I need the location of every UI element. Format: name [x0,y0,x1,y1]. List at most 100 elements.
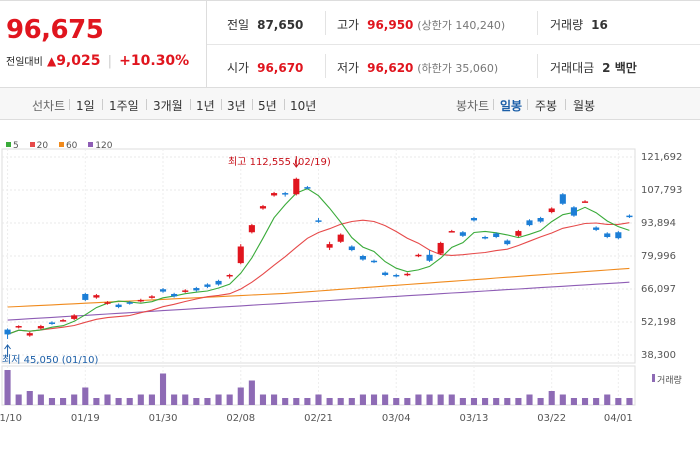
candle-body [115,304,122,308]
candle-body [448,231,455,233]
tab-line-chart[interactable]: 선차트 [32,99,66,113]
candle-body [215,280,222,285]
divider: | [107,54,113,69]
volume-bar [570,398,577,405]
tab-weekly[interactable]: 주봉 [535,99,558,113]
candle-body [171,293,178,297]
volume-bar [604,394,611,405]
volume-bar [548,391,555,405]
volume-bar [93,398,100,405]
volume-bar [104,394,111,405]
candle-body [604,233,611,237]
trade-amount: 거래대금 2 백만 [550,59,637,76]
x-tick-label: 01/30 [149,413,178,424]
candle-body [182,290,189,292]
candle-body [60,320,67,322]
prev-close-label: 전일 [227,18,250,32]
volume-bar [282,398,289,405]
volume-bar [459,398,466,405]
volume-bar [26,391,33,405]
candle-body [271,193,278,196]
candle-body [459,232,466,236]
tab-1y[interactable]: 1년 [196,99,215,113]
change-percent: +10.30% [119,53,190,69]
x-tick-label: 04/01 [604,413,633,424]
divider [565,99,566,110]
candle-body [71,315,78,319]
volume-bar [171,394,178,405]
open-label: 시가 [227,61,250,75]
x-tick-label: 01/10 [0,413,22,424]
tab-1w[interactable]: 1주일 [109,99,139,113]
volume-bar [482,398,489,405]
high-annotation: 최고 112,555 (02/19) [228,153,331,168]
y-tick-label: 52,198 [641,317,676,328]
tab-5y[interactable]: 5년 [258,99,277,113]
ma120-line [7,281,630,321]
candle-body [137,299,144,302]
tab-1d[interactable]: 1일 [76,99,95,113]
legend-ma60-label: 60 [65,141,78,151]
volume-bar [60,398,67,405]
volume-bar [526,394,533,405]
divider [284,99,285,110]
y-tick-label: 38,300 [641,350,676,361]
candle-body [26,333,33,336]
ma-legend: 5 20 60 120 [6,141,120,151]
low-annotation-text: 최저 45,050 (01/10) [2,355,99,366]
tab-3m[interactable]: 3개월 [153,99,183,113]
candle-body [148,296,155,298]
candle-body [404,273,411,276]
high-value: 96,950 [367,18,414,32]
volume-bar [126,398,133,405]
candle-body [193,288,200,291]
volume-bar [159,373,167,405]
candle-body [93,295,100,298]
volume-bar [393,398,400,405]
volume-bar [237,387,244,405]
volume-bar [348,398,355,405]
candle-body [526,220,533,226]
divider [102,99,103,110]
upper-limit: (상한가 140,240) [417,19,506,32]
tab-daily[interactable]: 일봉 [500,99,523,113]
tab-10y[interactable]: 10년 [290,99,317,113]
volume-bar [204,398,211,405]
volume-bar [337,398,344,405]
candle-body [482,236,489,239]
divider [325,54,326,78]
volume-bar [370,394,378,405]
candle-body [348,246,355,251]
amount-label: 거래대금 [550,61,595,75]
volume-bar [581,398,589,405]
candle-body [282,193,289,195]
divider [221,99,222,110]
change-row: 전일대비 ▲9,025 | +10.30% [6,53,189,69]
price-chart: 121,692 107,793 93,894 79,996 66,097 52,198 38… [0,148,682,424]
candle-body [326,244,333,248]
legend-ma120: 120 [88,141,112,151]
volume-bar [115,398,122,405]
low-value: 96,620 [367,61,414,75]
y-tick-label: 93,894 [641,218,676,229]
tab-monthly[interactable]: 월봉 [573,99,596,113]
tab-candle-chart[interactable]: 봉차트 [456,99,490,113]
current-price-box: 96,675 전일대비 ▲9,025 | +10.30% [0,1,207,87]
candle-body [259,206,267,209]
legend-ma20-label: 20 [36,141,49,151]
candle-body [304,187,311,189]
volume-bar [304,398,311,405]
tab-3y[interactable]: 3년 [227,99,246,113]
volume-bar [437,394,444,405]
volume-bar [259,394,267,405]
quote-stats: 전일 87,650 고가 96,950 (상한가 140,240) 거래량 16 시가… [207,1,700,87]
high-arrow-head [292,162,300,168]
volume-bar [271,394,278,405]
candle-body [204,284,211,287]
open-value: 96,670 [257,61,304,75]
x-tick-label: 02/21 [304,413,333,424]
divider [537,54,538,78]
candle-body [570,207,577,216]
y-tick-label: 121,692 [641,152,682,163]
candle-body [15,326,22,328]
